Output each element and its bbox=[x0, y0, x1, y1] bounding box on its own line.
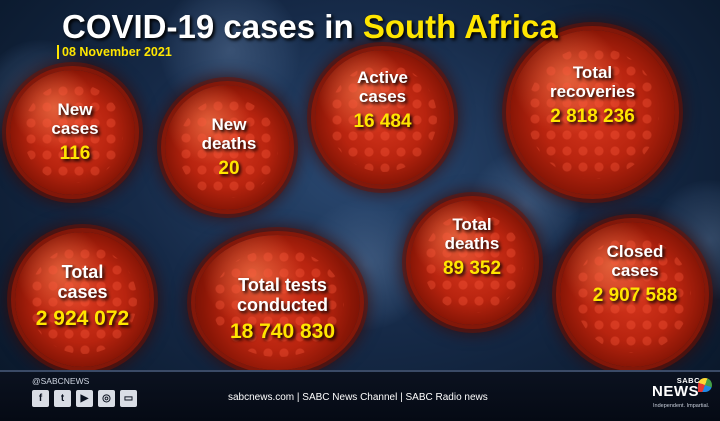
stat-label: Total recoveries bbox=[549, 63, 636, 102]
stat-value: 18 740 830 bbox=[229, 320, 336, 344]
logo-main-text: NEWS bbox=[652, 383, 699, 400]
virus-particle bbox=[165, 85, 290, 210]
stat-value: 16 484 bbox=[353, 111, 412, 133]
stat-value: 20 bbox=[218, 158, 240, 180]
virus-particle bbox=[15, 232, 150, 367]
stat-value: 2 924 072 bbox=[35, 307, 130, 331]
virus-particle bbox=[510, 30, 675, 195]
report-date: 08 November 2021 bbox=[62, 45, 172, 59]
social-icons: f t ▶ ◎ ▭ bbox=[32, 390, 137, 407]
video-icon[interactable]: ▭ bbox=[120, 390, 137, 407]
virus-particle bbox=[560, 222, 705, 367]
facebook-icon[interactable]: f bbox=[32, 390, 49, 407]
date-accent-bar bbox=[57, 45, 59, 59]
footer-bar: @SABCNEWS f t ▶ ◎ ▭ sabcnews.com | SABC … bbox=[0, 370, 720, 421]
stat-new-cases: New cases 116 bbox=[20, 100, 130, 164]
stat-value: 116 bbox=[59, 143, 91, 165]
stat-value: 2 818 236 bbox=[550, 106, 635, 128]
footer-links[interactable]: sabcnews.com | SABC News Channel | SABC … bbox=[228, 392, 488, 403]
stat-label: New cases bbox=[51, 100, 99, 139]
stat-label: Total tests conducted bbox=[236, 275, 328, 316]
sabc-news-logo: SABC NEWS Independent. Impartial. bbox=[652, 376, 714, 416]
stat-label: Total cases bbox=[57, 262, 108, 303]
stat-value: 89 352 bbox=[442, 258, 502, 280]
virus-particle bbox=[195, 235, 360, 370]
virus-particle bbox=[315, 50, 450, 185]
stat-total-cases: Total cases 2 924 072 bbox=[15, 262, 150, 331]
social-handle: @SABCNEWS bbox=[32, 376, 90, 386]
stat-value: 2 907 588 bbox=[592, 285, 678, 307]
stat-active-cases: Active cases 16 484 bbox=[325, 68, 440, 132]
logo-top-text: SABC bbox=[676, 376, 700, 385]
youtube-icon[interactable]: ▶ bbox=[76, 390, 93, 407]
stat-total-recoveries: Total recoveries 2 818 236 bbox=[520, 63, 665, 127]
stat-total-deaths: Total deaths 89 352 bbox=[412, 215, 532, 279]
virus-particle bbox=[10, 70, 135, 195]
stat-label: New deaths bbox=[201, 115, 257, 154]
stat-closed-cases: Closed cases 2 907 588 bbox=[565, 242, 705, 306]
infographic-canvas: COVID-19 cases in South Africa 08 Novemb… bbox=[0, 0, 720, 370]
sabc-fan-icon bbox=[698, 378, 712, 392]
virus-particle bbox=[410, 200, 535, 325]
stat-label: Total deaths bbox=[444, 215, 500, 254]
stat-label: Closed cases bbox=[606, 242, 664, 281]
logo-tagline: Independent. Impartial. bbox=[653, 403, 710, 409]
stat-total-tests: Total tests conducted 18 740 830 bbox=[195, 275, 370, 344]
page-title: COVID-19 cases in South Africa bbox=[62, 8, 558, 45]
stat-label: Active cases bbox=[356, 68, 409, 107]
stat-new-deaths: New deaths 20 bbox=[174, 115, 284, 179]
instagram-icon[interactable]: ◎ bbox=[98, 390, 115, 407]
twitter-icon[interactable]: t bbox=[54, 390, 71, 407]
